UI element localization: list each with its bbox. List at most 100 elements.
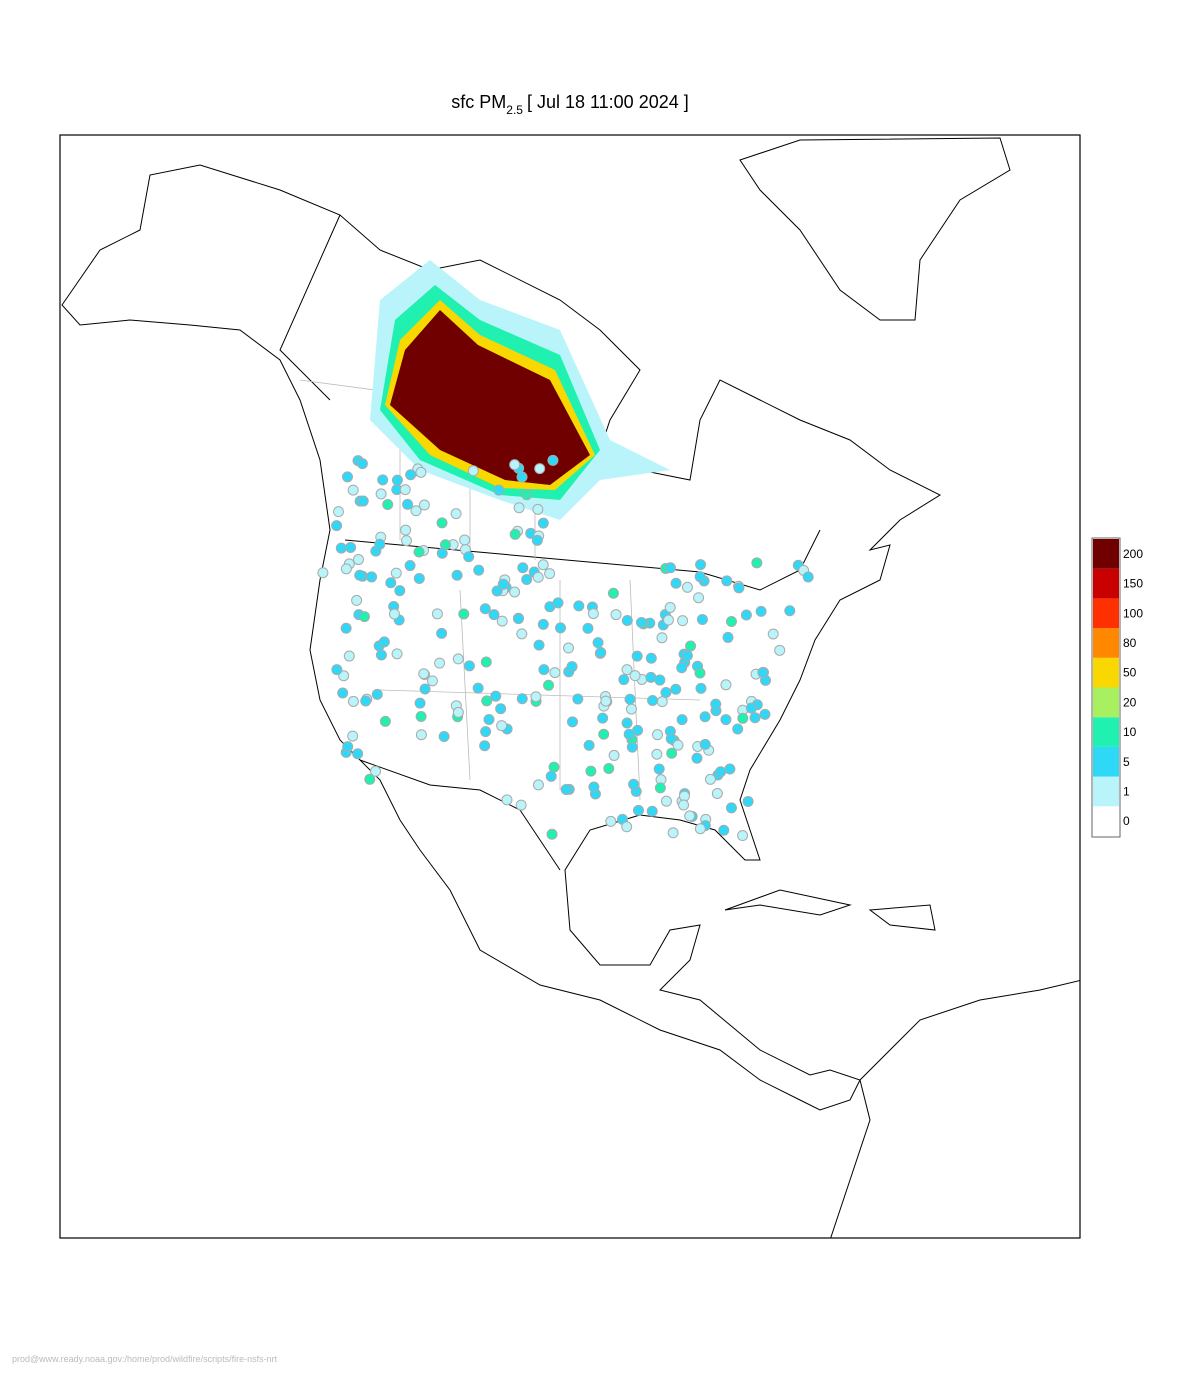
site-dot <box>635 616 647 628</box>
site-dot <box>607 587 619 599</box>
site-dot <box>749 712 761 724</box>
site-dot <box>517 562 529 574</box>
site-dot <box>660 795 672 807</box>
legend-label: 1 <box>1123 784 1130 798</box>
site-dot <box>720 679 732 691</box>
site-dot <box>585 765 597 777</box>
site-dot <box>377 474 389 486</box>
site-dot <box>399 484 411 496</box>
site-dot <box>543 679 555 691</box>
site-dot <box>532 503 544 515</box>
site-dot <box>562 642 574 654</box>
site-dot <box>495 703 507 715</box>
site-dot <box>400 535 412 547</box>
site-dot <box>391 648 403 660</box>
site-dot <box>544 568 556 580</box>
alaska-border <box>279 214 341 401</box>
site-dot <box>394 585 406 597</box>
site-dot <box>621 717 633 729</box>
site-dot <box>351 594 363 606</box>
site-dot <box>651 748 663 760</box>
site-dot <box>405 469 417 481</box>
site-dot <box>352 748 364 760</box>
site-dot <box>402 498 414 510</box>
us-canada-border <box>344 529 821 591</box>
site-dot <box>371 688 383 700</box>
site-dot <box>618 674 630 686</box>
site-dot <box>513 502 525 514</box>
site-dot <box>647 694 659 706</box>
legend-label: 100 <box>1123 606 1143 620</box>
site-dot <box>537 517 549 529</box>
site-dot <box>413 546 425 558</box>
site-dot <box>400 524 412 536</box>
legend-swatch <box>1093 687 1119 718</box>
legend: 0 1 5 10 20 50 80 100 150 200 <box>1091 537 1143 838</box>
site-dot <box>664 562 676 574</box>
site-dot <box>755 605 767 617</box>
site-dot <box>548 761 560 773</box>
site-dot <box>625 703 637 715</box>
site-dot <box>357 495 369 507</box>
site-dot <box>745 702 757 714</box>
site-dot <box>530 691 542 703</box>
site-dot <box>623 728 635 740</box>
site-dot <box>532 779 544 791</box>
site-dot <box>598 728 610 740</box>
site-dot <box>711 787 723 799</box>
south-america <box>830 979 1080 1238</box>
site-dot <box>450 508 462 520</box>
site-dot <box>694 823 706 835</box>
site-dot <box>501 794 513 806</box>
site-dot <box>626 741 638 753</box>
site-dot <box>509 528 521 540</box>
site-dot <box>388 608 400 620</box>
site-dot <box>662 614 674 626</box>
site-dot <box>605 815 617 827</box>
site-dot <box>415 729 427 741</box>
site-dot <box>676 662 688 674</box>
footer: prod@www.ready.noaa.gov:/home/prod/wildf… <box>12 1354 278 1364</box>
site-dot <box>331 664 343 676</box>
site-dot <box>458 608 470 620</box>
site-dot <box>335 542 347 554</box>
site-dot <box>479 603 491 615</box>
site-dot <box>552 597 564 609</box>
site-dot <box>677 615 689 627</box>
site-dot <box>358 611 370 623</box>
site-dot <box>600 695 612 707</box>
site-dot <box>802 571 814 583</box>
site-dot <box>415 466 427 478</box>
site-dot <box>413 572 425 584</box>
site-dot <box>732 723 744 735</box>
site-dot <box>751 557 763 569</box>
site-dot <box>631 650 643 662</box>
legend-swatch <box>1093 539 1119 569</box>
site-dot <box>654 782 666 794</box>
legend-swatch <box>1093 806 1119 836</box>
site-dot <box>608 749 620 761</box>
site-dot <box>695 559 707 571</box>
site-dot <box>538 664 550 676</box>
site-dot <box>742 795 754 807</box>
site-dot <box>343 650 355 662</box>
legend-swatch <box>1093 598 1119 629</box>
site-dot <box>757 666 769 678</box>
site-dot <box>509 586 521 598</box>
site-dot <box>545 770 557 782</box>
site-dot <box>493 484 505 496</box>
site-dot <box>451 569 463 581</box>
site-dot <box>573 600 585 612</box>
site-dot <box>414 697 426 709</box>
legend-swatch <box>1093 717 1119 747</box>
site-dot <box>533 639 545 651</box>
site-dot <box>436 547 448 559</box>
site-dot <box>467 465 479 477</box>
hispaniola <box>868 904 936 931</box>
legend-label: 5 <box>1123 755 1130 769</box>
site-dot <box>715 766 727 778</box>
site-dot <box>340 563 352 575</box>
site-dot <box>360 695 372 707</box>
site-dot <box>338 670 350 682</box>
